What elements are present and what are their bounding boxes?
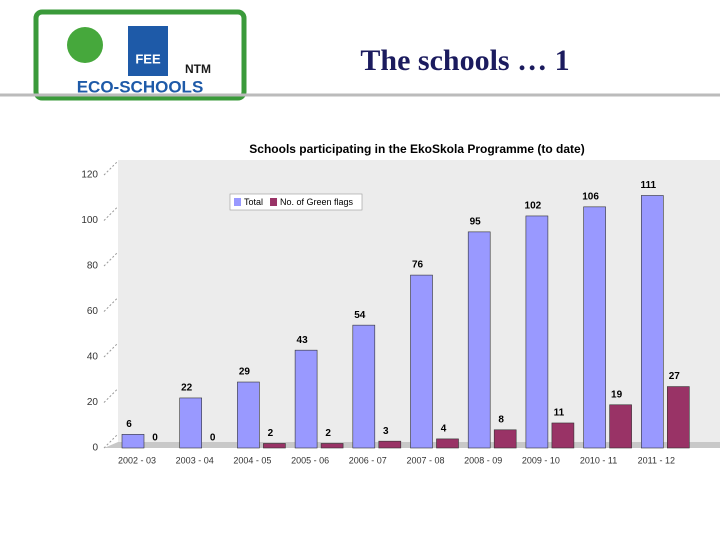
y-tick-label: 60	[87, 306, 99, 317]
value-label: 27	[669, 371, 681, 382]
value-label: 6	[126, 419, 132, 430]
y-tick-label: 100	[81, 215, 98, 226]
bar	[583, 206, 606, 449]
value-label: 2	[268, 428, 274, 439]
value-label: 76	[412, 260, 424, 271]
y-tick-label: 20	[87, 397, 99, 408]
bar	[467, 231, 491, 449]
ntm-text: NTM	[185, 62, 211, 76]
bar	[378, 440, 402, 449]
x-tick-label: 2004 - 05	[233, 455, 271, 465]
x-tick-label: 2003 - 04	[176, 455, 214, 465]
value-label: 54	[354, 310, 366, 321]
fee-logo	[128, 26, 168, 76]
grid-line	[103, 342, 119, 358]
bar	[237, 381, 260, 449]
bar	[609, 404, 632, 449]
bar	[320, 443, 344, 449]
bar	[640, 195, 664, 449]
value-label: 8	[498, 414, 504, 425]
logo-tree	[67, 27, 103, 63]
value-label: 102	[525, 201, 542, 212]
legend-box	[229, 193, 363, 211]
legend-label: Total	[244, 197, 263, 207]
grid-line	[103, 433, 119, 449]
legend-swatch	[234, 198, 241, 206]
grid-line	[103, 388, 119, 403]
bar	[493, 429, 517, 449]
legend-swatch	[270, 198, 278, 206]
x-tick-label: 2009 - 10	[522, 455, 560, 465]
y-tick-label: 120	[81, 170, 98, 181]
bar	[263, 443, 286, 449]
bar	[352, 324, 376, 449]
value-label: 106	[582, 191, 599, 202]
grid-line	[103, 160, 119, 176]
y-tick-label: 0	[92, 443, 98, 454]
value-label: 4	[441, 424, 447, 435]
legend-label: No. of Green flags	[280, 197, 354, 207]
bar	[294, 349, 318, 449]
value-label: 95	[470, 217, 482, 228]
value-label: 0	[152, 433, 158, 444]
bar	[410, 274, 433, 449]
grid-line	[103, 251, 119, 267]
bar	[121, 434, 145, 449]
x-tick-label: 2006 - 07	[349, 455, 387, 465]
x-tick-label: 2008 - 09	[464, 455, 502, 465]
bar	[436, 438, 459, 449]
slide-title: The schools … 1	[360, 44, 569, 77]
bar	[551, 422, 575, 449]
fee-text: FEE	[135, 51, 161, 66]
value-label: 0	[210, 433, 216, 444]
x-tick-label: 2010 - 11	[580, 455, 617, 465]
bar	[525, 215, 549, 449]
bar	[179, 397, 202, 449]
bar	[666, 386, 690, 449]
y-tick-label: 40	[87, 352, 99, 363]
value-label: 111	[641, 180, 657, 191]
x-tick-label: 2005 - 06	[291, 455, 329, 465]
grid-line	[103, 206, 119, 221]
logo-text: ECO-SCHOOLS	[77, 77, 204, 96]
value-label: 22	[181, 383, 193, 394]
chart-title: Schools participating in the EkoSkola Pr…	[249, 142, 584, 156]
y-tick-label: 80	[87, 261, 99, 272]
value-label: 11	[554, 408, 565, 419]
x-tick-label: 2002 - 03	[118, 455, 156, 465]
x-tick-label: 2011 - 12	[638, 455, 675, 465]
value-label: 29	[239, 367, 251, 378]
value-label: 43	[297, 335, 309, 346]
value-label: 2	[325, 428, 331, 439]
grid-line	[103, 297, 119, 312]
value-label: 3	[383, 426, 389, 437]
x-tick-label: 2007 - 08	[406, 455, 444, 465]
value-label: 19	[611, 389, 623, 400]
